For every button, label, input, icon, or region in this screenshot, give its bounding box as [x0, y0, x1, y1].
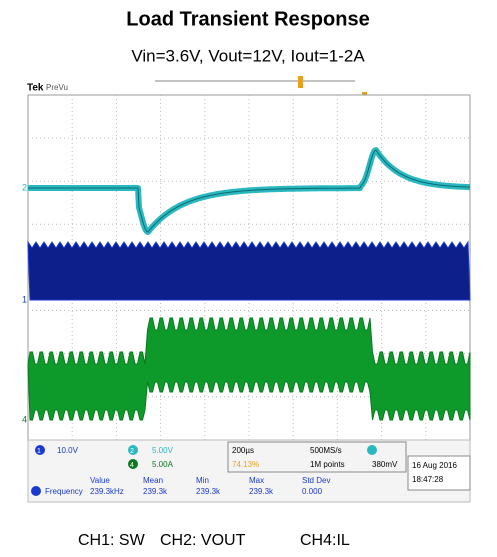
- marker: 1: [22, 294, 27, 304]
- date: 16 Aug 2016: [412, 461, 457, 470]
- meas-cell: 239.3kHz: [90, 487, 124, 496]
- caption-item: CH2: VOUT: [160, 532, 246, 549]
- subtitle: Vin=3.6V, Vout=12V, Iout=1-2A: [131, 46, 365, 65]
- meas-cell: 239.3k: [249, 487, 274, 496]
- trigger-level: 380mV: [372, 460, 398, 469]
- marker: 2: [22, 182, 27, 192]
- page: Load Transient Response Vin=3.6V, Vout=1…: [0, 0, 497, 557]
- ch1-trace: [28, 242, 470, 300]
- meas-header: Max: [249, 476, 264, 485]
- marker: 4: [22, 414, 27, 424]
- trigger-pos: 74.13%: [232, 460, 259, 469]
- meas-header: Mean: [143, 476, 163, 485]
- figure: Load Transient Response Vin=3.6V, Vout=1…: [0, 0, 497, 557]
- meas-cell: 239.3k: [196, 487, 221, 496]
- ch-scale: 5.00A: [152, 460, 174, 469]
- caption: CH1: SW CH2: VOUT CH4:IL: [78, 532, 350, 549]
- meas-header: Min: [196, 476, 209, 485]
- ch-id: 2: [130, 448, 134, 455]
- ch-scale: 5.00V: [152, 446, 174, 455]
- time: 18:47:28: [412, 475, 444, 484]
- caption-item: CH1: SW: [78, 532, 146, 549]
- meas-header: Std Dev: [302, 476, 330, 485]
- ch-id: 1: [37, 448, 41, 455]
- meas-header: Value: [90, 476, 110, 485]
- ch-id: 4: [130, 462, 134, 469]
- timebase: 200µs: [232, 446, 254, 455]
- readouts: 1 10.0V 2 5.00V 4 5.00A 200µs 74.13% 500…: [28, 440, 470, 502]
- title: Load Transient Response: [126, 8, 369, 30]
- sample-rate: 500MS/s: [310, 446, 342, 455]
- record-length: 1M points: [310, 460, 345, 469]
- scope-screen: Tek PreVu 2 1 4: [22, 76, 470, 440]
- meas-name: Frequency: [45, 487, 83, 496]
- brand: Tek: [27, 83, 44, 94]
- meas-cell: 239.3k: [143, 487, 168, 496]
- meas-cell: 0.000: [302, 487, 323, 496]
- caption-item: CH4:IL: [300, 532, 350, 549]
- mode: PreVu: [46, 83, 68, 92]
- ch-scale: 10.0V: [57, 446, 79, 455]
